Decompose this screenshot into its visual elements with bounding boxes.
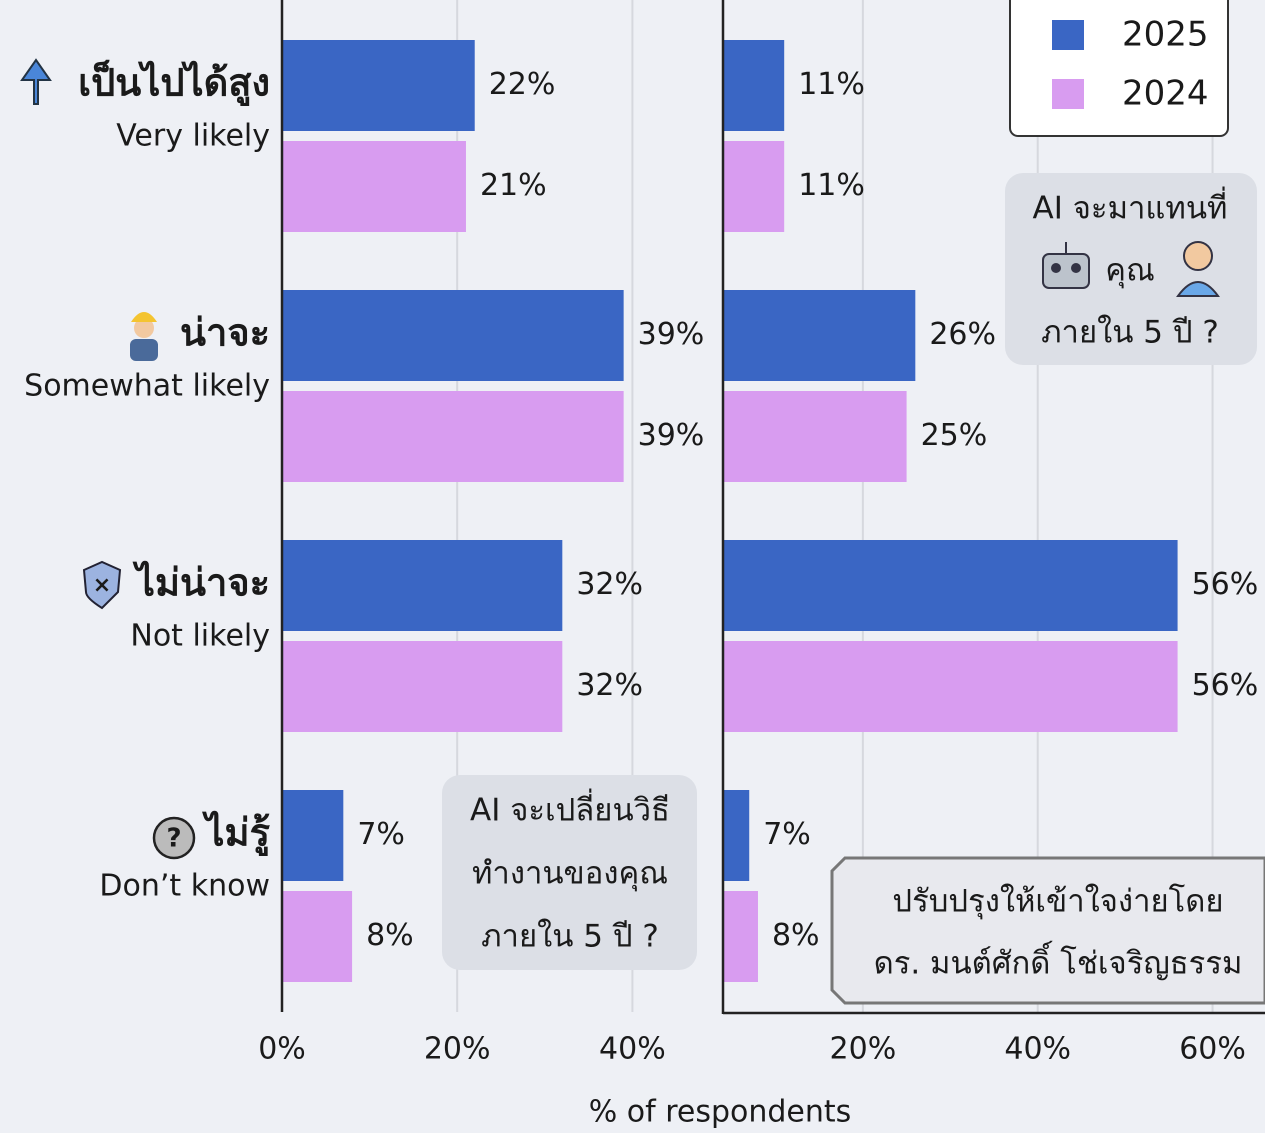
icon-question: ? — [152, 816, 196, 860]
value-label: 21% — [480, 168, 547, 203]
value-label: 39% — [638, 418, 705, 453]
bar — [723, 40, 785, 131]
marks: 22% 39% 32% 7% 21% 39% 32% 8% 11% 26% 56% 7% 11% 25% 5… — [282, 40, 1258, 982]
icon-robot — [1042, 242, 1090, 289]
value-label: 56% — [1192, 567, 1259, 602]
bar — [723, 141, 785, 232]
bar — [282, 290, 624, 381]
svg-text:?: ? — [166, 824, 181, 854]
x-tick-label: 60% — [1179, 1032, 1246, 1067]
credit-text: ปรับปรุงให้เข้าใจง่ายโดย — [892, 884, 1223, 921]
annotation-box — [1005, 173, 1257, 365]
x-tick-label: 20% — [830, 1032, 897, 1067]
category-sublabel: Not likely — [130, 619, 270, 654]
bar — [723, 790, 750, 881]
bar — [282, 540, 563, 631]
credit-box — [830, 856, 1265, 1005]
bar — [723, 540, 1178, 631]
value-label: 7% — [763, 817, 811, 852]
legend-swatch — [1052, 20, 1084, 50]
bar — [723, 391, 907, 482]
bar — [282, 790, 344, 881]
annotation-text: ทำงานของคุณ — [472, 856, 668, 893]
credit-text: ดร. มนต์ศักดิ์ โช่เจริญธรรม — [874, 940, 1243, 982]
value-label: 32% — [576, 567, 643, 602]
bar — [282, 891, 353, 982]
category-label: ไม่น่าจะ — [132, 561, 270, 605]
value-label: 11% — [798, 168, 865, 203]
value-label: 8% — [772, 918, 820, 953]
category-label: เป็นไปได้สูง — [78, 60, 270, 107]
value-label: 22% — [489, 67, 556, 102]
annotation-text: ภายใน 5 ปี ? — [1041, 315, 1219, 351]
category-sublabel: Don’t know — [99, 869, 270, 904]
value-label: 39% — [638, 317, 705, 352]
icon-person — [1176, 241, 1220, 297]
category-label: ไม่รู้ — [201, 811, 270, 857]
annotation-text: AI จะเปลี่ยนวิธี — [470, 789, 670, 829]
legend-label: 2024 — [1122, 74, 1209, 114]
annotation-text: ภายใน 5 ปี ? — [481, 919, 659, 955]
x-tick-label: 0% — [258, 1032, 306, 1067]
svg-text:×: × — [93, 573, 111, 598]
value-label: 8% — [366, 918, 414, 953]
bar — [282, 141, 466, 232]
legend-label: 2025 — [1122, 15, 1209, 55]
bar — [282, 391, 624, 482]
legend: 2025 2024 — [1052, 15, 1209, 114]
annotation-text: AI จะมาแทนที่ — [1033, 187, 1228, 227]
bar — [282, 40, 475, 131]
x-axis-label: % of respondents — [589, 1095, 852, 1130]
bar — [282, 641, 563, 732]
category-label: น่าจะ — [180, 311, 270, 355]
x-tick-label: 40% — [599, 1032, 666, 1067]
x-tick-label: 40% — [1004, 1032, 1071, 1067]
value-label: 7% — [357, 817, 405, 852]
annotation-text: คุณ — [1105, 253, 1155, 290]
icon-arrow — [20, 58, 52, 105]
value-label: 11% — [798, 67, 865, 102]
x-tick-label: 20% — [424, 1032, 491, 1067]
category-sublabel: Very likely — [116, 119, 270, 154]
category-sublabel: Somewhat likely — [24, 369, 270, 404]
legend-swatch — [1052, 79, 1084, 109]
icon-shield: × — [82, 560, 122, 610]
value-label: 26% — [929, 317, 996, 352]
bar — [723, 891, 758, 982]
value-label: 32% — [576, 668, 643, 703]
value-label: 56% — [1192, 668, 1259, 703]
bar — [723, 641, 1178, 732]
value-label: 25% — [921, 418, 988, 453]
annotation-box — [442, 775, 697, 970]
bar — [723, 290, 916, 381]
icon-worker — [130, 312, 158, 361]
